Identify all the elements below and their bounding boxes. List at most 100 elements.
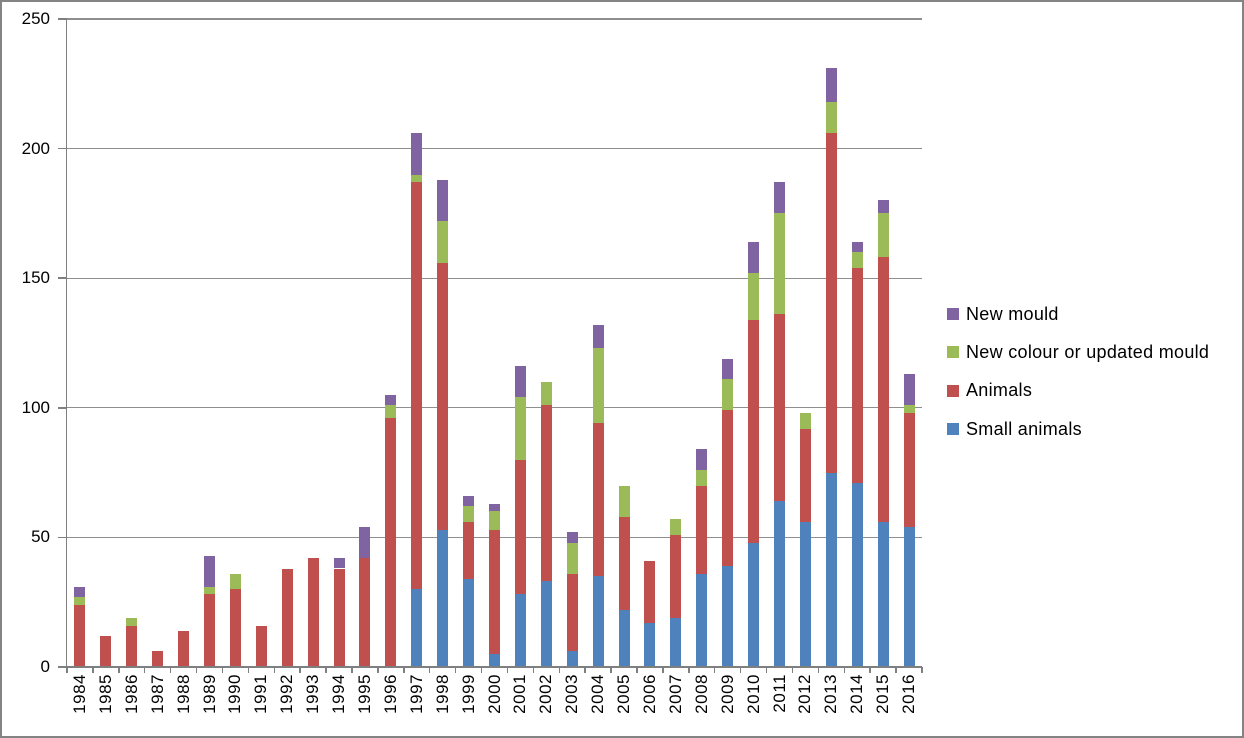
bar-segment-2012-animals[interactable] (799, 428, 811, 522)
bar-segment-1995-animals[interactable] (359, 558, 371, 667)
bar-segment-2013-new-colour-or-updated-mould[interactable] (825, 101, 837, 134)
bar-segment-2002-animals[interactable] (540, 405, 552, 582)
bar-segment-1987-animals[interactable] (152, 651, 164, 667)
bar-segment-1989-animals[interactable] (204, 594, 215, 667)
bar-segment-1998-new-colour-or-updated-mould[interactable] (437, 221, 449, 263)
bar-segment-1984-new-mould[interactable] (74, 586, 86, 597)
bar-segment-2001-new-colour-or-updated-mould[interactable] (514, 397, 526, 460)
bar-segment-2010-small-animals[interactable] (748, 542, 760, 667)
bar-segment-1990-new-colour-or-updated-mould[interactable] (229, 573, 241, 590)
bar-segment-2008-small-animals[interactable] (696, 573, 708, 667)
bar-segment-2005-animals[interactable] (618, 516, 630, 610)
bar-segment-2002-new-colour-or-updated-mould[interactable] (540, 381, 552, 406)
bar-segment-1988-animals[interactable] (178, 630, 190, 667)
legend-item-small-animals[interactable]: Small animals (947, 410, 1209, 448)
bar-segment-2015-new-colour-or-updated-mould[interactable] (877, 213, 889, 258)
bar-segment-2004-new-colour-or-updated-mould[interactable] (592, 348, 604, 424)
bar-segment-2001-new-mould[interactable] (514, 366, 526, 398)
bar-segment-2006-small-animals[interactable] (644, 622, 656, 667)
bar-segment-2006-animals[interactable] (644, 560, 656, 623)
bar-segment-2004-new-mould[interactable] (592, 324, 604, 349)
bar-segment-2009-animals[interactable] (722, 410, 734, 566)
bar-segment-1992-animals[interactable] (281, 568, 293, 667)
bar-segment-2002-small-animals[interactable] (540, 581, 552, 667)
bar-segment-1986-new-colour-or-updated-mould[interactable] (126, 617, 138, 626)
bar-segment-1990-animals[interactable] (229, 589, 241, 667)
bar-segment-2008-new-mould[interactable] (696, 449, 708, 470)
bar-segment-1997-animals[interactable] (411, 182, 423, 590)
bar-segment-2010-new-colour-or-updated-mould[interactable] (748, 273, 760, 320)
bar-segment-2016-animals[interactable] (903, 412, 915, 528)
legend-item-new-colour-or-updated-mould[interactable]: New colour or updated mould (947, 333, 1209, 371)
bar-segment-1985-animals[interactable] (100, 635, 112, 667)
bar-segment-2009-small-animals[interactable] (722, 565, 734, 667)
bar-segment-2009-new-colour-or-updated-mould[interactable] (722, 379, 734, 411)
bar-segment-2000-new-colour-or-updated-mould[interactable] (489, 511, 500, 530)
bar-segment-1995-new-mould[interactable] (359, 527, 371, 559)
bar-segment-2015-animals[interactable] (877, 257, 889, 522)
bar-segment-2001-animals[interactable] (514, 459, 526, 595)
bar-segment-2011-new-colour-or-updated-mould[interactable] (774, 213, 785, 315)
bar-segment-1998-new-mould[interactable] (437, 179, 449, 222)
bar-segment-2005-small-animals[interactable] (618, 609, 630, 667)
bar-segment-2008-new-colour-or-updated-mould[interactable] (696, 470, 708, 486)
bar-segment-1989-new-mould[interactable] (204, 555, 215, 587)
bar-segment-2001-small-animals[interactable] (514, 594, 526, 667)
bar-segment-2013-small-animals[interactable] (825, 472, 837, 667)
bar-segment-1999-new-colour-or-updated-mould[interactable] (463, 506, 475, 522)
bar-segment-2007-new-colour-or-updated-mould[interactable] (670, 519, 682, 535)
bar-segment-2000-new-mould[interactable] (489, 503, 500, 512)
bar-segment-2012-small-animals[interactable] (799, 521, 811, 667)
bar-segment-1997-new-mould[interactable] (411, 133, 423, 175)
bar-segment-2007-animals[interactable] (670, 534, 682, 618)
bar-segment-1991-animals[interactable] (255, 625, 267, 667)
bar-segment-1998-small-animals[interactable] (437, 529, 449, 667)
bar-segment-1996-new-mould[interactable] (385, 394, 397, 406)
bar-segment-2016-new-colour-or-updated-mould[interactable] (903, 405, 915, 413)
bar-segment-1996-animals[interactable] (385, 418, 397, 667)
bar-segment-1999-new-mould[interactable] (463, 495, 475, 507)
bar-segment-2010-animals[interactable] (748, 319, 760, 543)
bar-segment-1986-animals[interactable] (126, 625, 138, 667)
bar-segment-1994-animals[interactable] (333, 568, 345, 667)
bar-segment-2014-new-colour-or-updated-mould[interactable] (851, 252, 863, 268)
bar-segment-2016-new-mould[interactable] (903, 374, 915, 406)
bar-segment-2004-small-animals[interactable] (592, 576, 604, 667)
bar-segment-1999-animals[interactable] (463, 521, 475, 579)
bar-segment-2000-small-animals[interactable] (489, 654, 500, 667)
bar-segment-2014-new-mould[interactable] (851, 241, 863, 253)
bar-segment-1989-new-colour-or-updated-mould[interactable] (204, 586, 215, 595)
bar-segment-2016-small-animals[interactable] (903, 527, 915, 667)
bar-segment-2008-animals[interactable] (696, 485, 708, 574)
bar-segment-2011-small-animals[interactable] (774, 501, 785, 667)
bar-segment-1999-small-animals[interactable] (463, 578, 475, 667)
bar-segment-1984-animals[interactable] (74, 604, 86, 667)
bar-segment-2011-animals[interactable] (774, 314, 785, 502)
bar-segment-2003-animals[interactable] (566, 573, 578, 652)
bar-segment-2009-new-mould[interactable] (722, 358, 734, 380)
bar-segment-2011-new-mould[interactable] (774, 182, 785, 214)
bar-segment-2013-animals[interactable] (825, 133, 837, 473)
bar-segment-2015-new-mould[interactable] (877, 200, 889, 214)
bar-segment-1997-small-animals[interactable] (411, 589, 423, 667)
bar-segment-2004-animals[interactable] (592, 423, 604, 577)
bar-segment-1998-animals[interactable] (437, 262, 449, 530)
bar-segment-2015-small-animals[interactable] (877, 521, 889, 667)
bar-segment-2013-new-mould[interactable] (825, 68, 837, 102)
bar-segment-1993-animals[interactable] (307, 558, 319, 667)
bar-segment-2005-new-colour-or-updated-mould[interactable] (618, 485, 630, 517)
bar-segment-1997-new-colour-or-updated-mould[interactable] (411, 174, 423, 183)
bar-segment-2003-small-animals[interactable] (566, 651, 578, 667)
bar-segment-1996-new-colour-or-updated-mould[interactable] (385, 405, 397, 419)
bar-segment-2014-small-animals[interactable] (851, 482, 863, 667)
legend-item-animals[interactable]: Animals (947, 372, 1209, 410)
bar-segment-2003-new-colour-or-updated-mould[interactable] (566, 542, 578, 574)
legend-item-new-mould[interactable]: New mould (947, 295, 1209, 333)
bar-segment-1994-new-mould[interactable] (333, 558, 345, 569)
bar-segment-2012-new-colour-or-updated-mould[interactable] (799, 412, 811, 429)
bar-segment-2000-animals[interactable] (489, 529, 500, 655)
bar-segment-2014-animals[interactable] (851, 267, 863, 483)
bar-segment-2007-small-animals[interactable] (670, 617, 682, 667)
bar-segment-1984-new-colour-or-updated-mould[interactable] (74, 597, 86, 605)
bar-segment-2010-new-mould[interactable] (748, 241, 760, 273)
